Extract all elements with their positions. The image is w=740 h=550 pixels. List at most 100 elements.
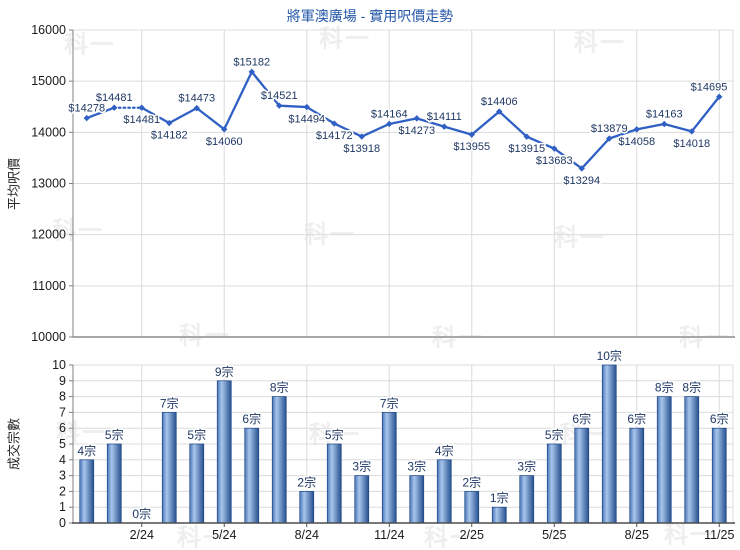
data-point-label: $14060 [206, 136, 243, 148]
volume-bar-label: 7宗 [160, 395, 179, 410]
data-point-label-halo: $14481 [96, 92, 133, 104]
volume-bar-label: 6宗 [242, 411, 261, 426]
x-tick-label: 8/24 [295, 528, 319, 542]
data-point-label: $14018 [673, 138, 710, 150]
chart-title: 將軍澳廣場 - 實用呎價走勢 [286, 8, 454, 24]
data-point-marker [166, 119, 173, 127]
data-point-label-halo: $14273 [398, 125, 435, 137]
volume-bar [216, 380, 232, 524]
data-point-label-halo: $14494 [288, 114, 325, 126]
volume-bar [656, 396, 672, 524]
data-point-label-halo: $14018 [673, 138, 710, 150]
data-point-label-halo: $13918 [343, 143, 380, 155]
volume-bar-label-halo: 6宗 [242, 411, 261, 426]
x-tick-label: 11/25 [704, 528, 734, 542]
volume-bar-label: 8宗 [682, 380, 701, 395]
volume-bar-label-halo: 2宗 [462, 474, 481, 489]
volume-bar-label-halo: 5宗 [187, 427, 206, 442]
volume-bar-label: 2宗 [462, 474, 481, 489]
volume-bar-label-halo: 1宗 [490, 490, 509, 505]
volume-bar-label-halo: 4宗 [77, 443, 96, 458]
volume-bar [491, 506, 507, 524]
data-point-label: $14481 [123, 114, 160, 126]
data-point-marker [111, 104, 118, 111]
volume-bar [574, 427, 590, 524]
volume-bar-label: 6宗 [572, 411, 591, 426]
volume-bar [354, 475, 370, 524]
volume-bar [299, 491, 315, 524]
data-point-label: $14473 [178, 93, 215, 105]
data-point-label: $14278 [68, 103, 105, 115]
volume-bar-label-halo: 7宗 [380, 395, 399, 410]
volume-bar [244, 427, 260, 524]
data-point-marker [688, 128, 695, 135]
data-point-label-halo: $14521 [261, 90, 298, 102]
volume-bar [106, 443, 122, 524]
volume-bar-label-halo: 9宗 [215, 364, 234, 379]
data-point-label-halo: $14278 [68, 103, 105, 115]
volume-bar-label: 8宗 [270, 380, 289, 395]
data-point-marker [221, 126, 228, 133]
x-tick-label: 11/24 [374, 528, 404, 542]
y-tick-label: 15000 [31, 74, 66, 88]
y-tick-label: 11000 [32, 279, 66, 293]
data-point-marker [468, 131, 475, 138]
y-tick-label: 12000 [31, 228, 66, 242]
data-point-marker [248, 68, 255, 76]
y-tick-label: 4 [59, 453, 66, 467]
volume-bar-label-halo: 8宗 [270, 380, 289, 395]
volume-bar-label-halo: 4宗 [435, 443, 454, 458]
data-point-marker [606, 135, 613, 142]
y-tick-label: 0 [59, 516, 66, 530]
volume-bar-label-halo: 6宗 [572, 411, 591, 426]
y-tick-label: 10 [52, 358, 66, 372]
data-point-marker [441, 123, 448, 130]
volume-bar-label: 2宗 [297, 474, 316, 489]
y-tick-label: 5 [59, 437, 66, 451]
data-point-label-halo: $14111 [427, 111, 462, 123]
data-point-label: $14182 [151, 130, 188, 142]
data-point-label: $13915 [508, 143, 545, 155]
data-point-label: $15182 [233, 56, 270, 68]
data-point-label: $14406 [481, 96, 518, 108]
volume-bar [711, 427, 727, 524]
x-tick-label: 2/25 [460, 528, 484, 542]
volume-bar-label-halo: 5宗 [325, 427, 344, 442]
volume-bar-label: 0宗 [132, 506, 151, 521]
y-tick-label: 13000 [31, 177, 66, 191]
y-tick-label: 3 [59, 469, 66, 483]
volume-bar-label-halo: 3宗 [407, 459, 426, 474]
y-tick-label: 7 [59, 405, 66, 419]
data-point-label: $14494 [288, 114, 325, 126]
x-tick-label: 5/25 [542, 528, 566, 542]
volume-bar [79, 459, 95, 524]
volume-bar [546, 443, 562, 524]
y-tick-label: 10000 [31, 330, 66, 344]
data-point-marker [193, 104, 200, 112]
data-point-label-halo: $13915 [508, 143, 545, 155]
volume-bar-label: 5宗 [545, 427, 564, 442]
volume-bar [684, 396, 700, 524]
data-point-label: $13879 [591, 123, 628, 135]
x-tick-label: 2/24 [130, 528, 154, 542]
data-point-marker [83, 114, 90, 122]
data-point-label-halo: $14182 [151, 130, 188, 142]
volume-bar-label-halo: 8宗 [655, 380, 674, 395]
data-point-label: $13683 [536, 155, 573, 167]
data-point-label-halo: $14060 [206, 136, 243, 148]
data-point-label-halo: $14163 [646, 108, 683, 120]
data-point-label: $14521 [261, 90, 298, 102]
volume-bar-label: 3宗 [352, 459, 371, 474]
volume-bar-label-halo: 5宗 [545, 427, 564, 442]
volume-bar [381, 412, 397, 524]
data-point-marker [276, 102, 283, 109]
volume-bar [601, 364, 617, 524]
data-point-label-halo: $13879 [591, 123, 628, 135]
volume-bar [436, 459, 452, 524]
data-point-label-halo: $14473 [178, 93, 215, 105]
volume-bar [409, 475, 425, 524]
volume-bar [161, 412, 177, 524]
price-line [140, 70, 721, 170]
